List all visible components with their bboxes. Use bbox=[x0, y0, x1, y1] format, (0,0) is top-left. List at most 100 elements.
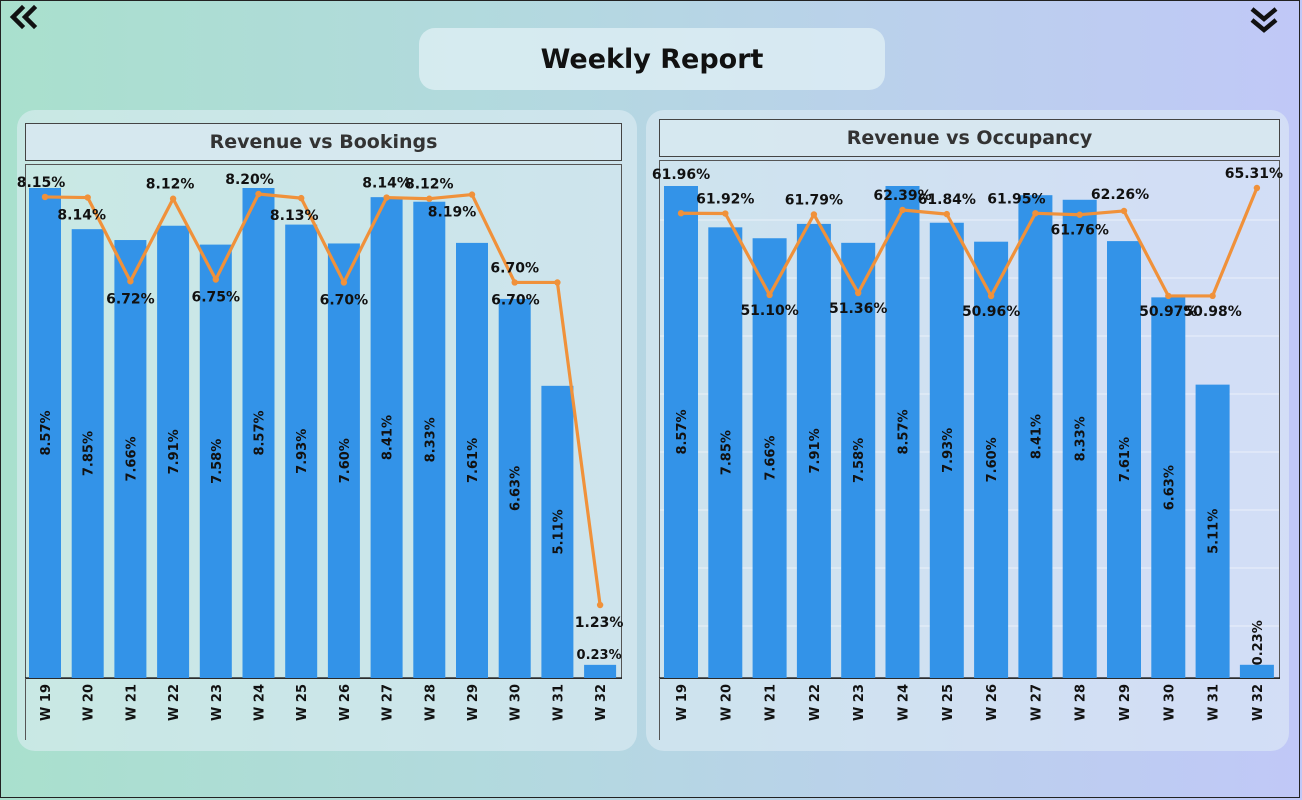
bookings-bar-w27 bbox=[370, 197, 403, 678]
occupancy-line-point bbox=[855, 289, 862, 297]
bookings-line-label: 6.75% bbox=[192, 290, 241, 306]
bookings-x-tick-label: W 21 bbox=[124, 684, 139, 721]
bookings-line-label: 8.13% bbox=[270, 208, 319, 224]
bookings-bar-label: 6.63% bbox=[509, 466, 524, 511]
occupancy-x-tick-label: W 27 bbox=[1029, 684, 1044, 721]
bookings-line-point bbox=[255, 190, 262, 198]
occupancy-bar-w31 bbox=[1195, 384, 1230, 678]
bookings-bar-w30 bbox=[498, 298, 531, 678]
occupancy-x-tick-label: W 24 bbox=[897, 684, 912, 721]
bookings-line-point bbox=[84, 194, 91, 201]
bookings-x-tick-label: W 25 bbox=[295, 684, 310, 721]
occupancy-x-tick-label: W 20 bbox=[719, 684, 734, 721]
bookings-line-label: 1.23% bbox=[575, 615, 624, 631]
occupancy-bar-w26 bbox=[974, 241, 1009, 678]
occupancy-bar-label: 6.63% bbox=[1162, 465, 1177, 510]
bookings-bar-w25 bbox=[285, 224, 318, 678]
bookings-line-point bbox=[41, 193, 49, 201]
bookings-line-point bbox=[127, 278, 134, 285]
occupancy-bar-w20 bbox=[708, 227, 743, 678]
bookings-bar-w19 bbox=[29, 188, 61, 678]
occupancy-line-point bbox=[987, 292, 995, 300]
bookings-bar-label: 7.93% bbox=[295, 429, 310, 474]
occupancy-line-label: 62.26% bbox=[1091, 187, 1149, 203]
bookings-bar-label: 8.57% bbox=[39, 410, 54, 455]
occupancy-x-tick-label: W 19 bbox=[675, 684, 690, 721]
bookings-bar-label: 7.61% bbox=[466, 438, 481, 483]
bookings-line-label: 6.70% bbox=[491, 292, 540, 308]
bookings-line-point bbox=[511, 279, 518, 286]
occupancy-line-point bbox=[766, 291, 773, 299]
occupancy-x-tick-label: W 23 bbox=[852, 684, 867, 721]
occupancy-line-label: 61.92% bbox=[696, 192, 754, 208]
occupancy-line-point bbox=[943, 210, 950, 218]
occupancy-x-tick-label: W 32 bbox=[1251, 684, 1266, 721]
occupancy-bar-label: 7.58% bbox=[852, 438, 867, 483]
report-title-box: Weekly Report bbox=[419, 28, 885, 90]
bookings-x-tick-label: W 22 bbox=[167, 684, 182, 721]
bookings-x-tick-label: W 20 bbox=[82, 684, 97, 721]
occupancy-line-point bbox=[1076, 211, 1083, 218]
occupancy-line-point bbox=[1032, 210, 1039, 217]
bookings-line-point bbox=[554, 279, 561, 286]
occupancy-line-point bbox=[899, 206, 906, 214]
occupancy-x-tick-label: W 30 bbox=[1162, 684, 1177, 721]
occupancy-bar-w29 bbox=[1107, 241, 1141, 678]
occupancy-line-point bbox=[677, 210, 685, 217]
bookings-x-tick-label: W 32 bbox=[594, 684, 609, 721]
occupancy-trend-line bbox=[680, 187, 1259, 298]
occupancy-line-label: 50.98% bbox=[1183, 304, 1241, 320]
bookings-x-tick-label: W 31 bbox=[551, 684, 566, 721]
occupancy-bar-label: 8.33% bbox=[1074, 416, 1089, 461]
occupancy-line-label: 50.97% bbox=[1139, 304, 1197, 320]
occupancy-chart-title: Revenue vs Occupancy bbox=[659, 119, 1280, 157]
bookings-line-label: 8.14% bbox=[362, 176, 411, 192]
bookings-x-tick-label: W 28 bbox=[423, 684, 438, 721]
bookings-x-tick-label: W 29 bbox=[466, 684, 481, 721]
bookings-line-label: 8.20% bbox=[225, 172, 274, 188]
bookings-line-label: 8.19% bbox=[428, 205, 477, 221]
occupancy-x-tick-label: W 29 bbox=[1118, 684, 1133, 721]
occupancy-bar-label: 7.61% bbox=[1118, 437, 1133, 482]
occupancy-bar-w19 bbox=[664, 186, 698, 678]
occupancy-bar-w25 bbox=[929, 222, 964, 678]
bookings-line-point bbox=[468, 191, 476, 198]
bookings-x-tick-label: W 19 bbox=[39, 684, 54, 721]
occupancy-bar-w30 bbox=[1151, 297, 1186, 678]
occupancy-line-point bbox=[1120, 207, 1128, 215]
occupancy-line-label: 50.96% bbox=[962, 304, 1020, 320]
occupancy-line-point bbox=[1209, 292, 1216, 300]
occupancy-bar-label: 8.41% bbox=[1029, 414, 1044, 459]
occupancy-line-label: 61.76% bbox=[1051, 223, 1109, 239]
occupancy-bar-label: 7.91% bbox=[808, 428, 823, 473]
bookings-x-tick-label: W 27 bbox=[381, 684, 396, 721]
double-chevron-down-icon[interactable] bbox=[1248, 2, 1280, 36]
occupancy-line-label: 61.96% bbox=[652, 167, 710, 183]
bookings-x-tick-label: W 24 bbox=[253, 684, 268, 721]
bookings-bar-w31 bbox=[541, 385, 574, 678]
occupancy-bar-label: 7.85% bbox=[719, 430, 734, 475]
occupancy-bar-label: 7.60% bbox=[985, 437, 1000, 482]
occupancy-bar-label: 7.93% bbox=[941, 428, 956, 473]
double-chevron-left-icon[interactable] bbox=[8, 2, 40, 36]
bookings-line-label: 8.15% bbox=[17, 175, 66, 191]
bookings-line-point bbox=[212, 276, 219, 283]
occupancy-bar-w32 bbox=[1239, 664, 1274, 678]
occupancy-bar-label: 7.66% bbox=[764, 436, 779, 481]
bookings-line-point bbox=[169, 195, 177, 202]
bookings-line-label: 6.72% bbox=[106, 291, 155, 307]
occupancy-bar-w24 bbox=[885, 186, 920, 678]
bookings-bar-label: 5.11% bbox=[551, 509, 566, 554]
occupancy-bar-label: 5.11% bbox=[1207, 509, 1222, 554]
bookings-bar-w29 bbox=[456, 242, 488, 678]
occupancy-x-tick-label: W 25 bbox=[941, 684, 956, 721]
occupancy-line-label: 61.79% bbox=[785, 192, 843, 208]
occupancy-line-point bbox=[722, 210, 729, 217]
bookings-trend-line bbox=[44, 192, 602, 606]
occupancy-x-tick-label: W 31 bbox=[1207, 684, 1222, 721]
occupancy-x-tick-label: W 22 bbox=[808, 684, 823, 721]
bookings-chart: 8.57% 7.85% 7.66% 7.91% 7.58% 8.57% 7.93% 7.60%… bbox=[17, 164, 624, 740]
report-title: Weekly Report bbox=[540, 43, 764, 75]
bookings-bar-label: 8.33% bbox=[423, 417, 438, 462]
